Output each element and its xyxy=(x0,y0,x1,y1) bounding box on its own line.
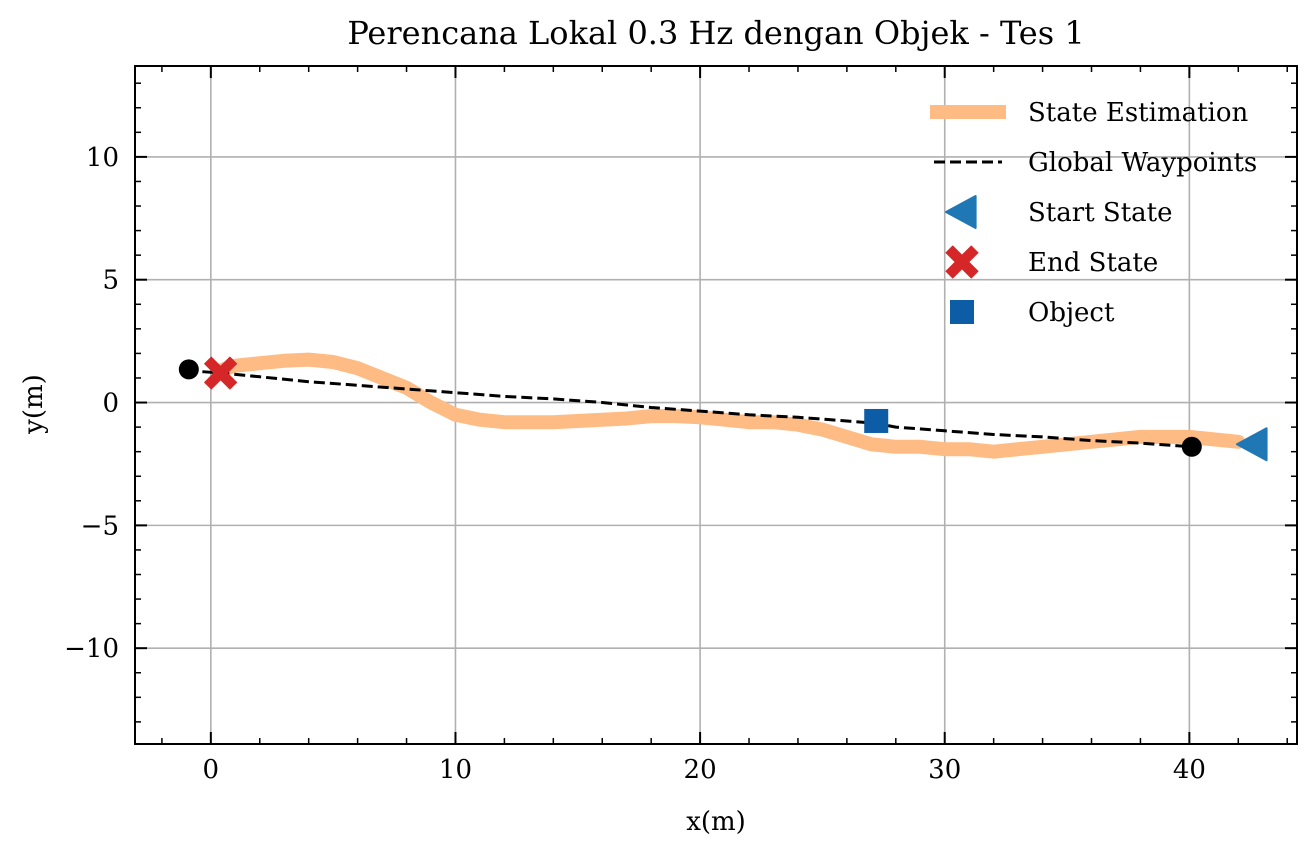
legend-swatch-end-state xyxy=(945,245,979,279)
legend-label-end-state: End State xyxy=(1028,248,1158,278)
legend-swatch-object xyxy=(950,300,974,324)
y-tick-label: 0 xyxy=(102,389,119,419)
tick-labels: 0 10 20 30 40 −10 −5 0 5 10 xyxy=(64,143,1206,785)
waypoint-endpoint-marker xyxy=(1181,436,1202,457)
x-tick-label: 20 xyxy=(684,755,717,785)
series-state-estimation xyxy=(216,352,1246,459)
y-tick-label: −5 xyxy=(81,511,119,541)
x-tick-label: 0 xyxy=(203,755,220,785)
legend-label-object: Object xyxy=(1028,298,1115,328)
y-tick-label: −10 xyxy=(64,634,119,664)
plot-frame xyxy=(134,65,1298,745)
chart-title: Perencana Lokal 0.3 Hz dengan Objek - Te… xyxy=(347,14,1084,52)
y-tick-label: 5 xyxy=(102,266,119,296)
series-global-waypoints xyxy=(186,369,1192,449)
legend-label-global-waypoints: Global Waypoints xyxy=(1028,148,1257,178)
marker-end-state xyxy=(204,356,238,390)
legend-label-state-estimation: State Estimation xyxy=(1028,98,1249,128)
x-tick-label: 10 xyxy=(439,755,472,785)
marker-start-state xyxy=(1235,427,1268,462)
grid xyxy=(135,66,1297,744)
y-tick-label: 10 xyxy=(86,143,119,173)
legend: State Estimation Global Waypoints Start St… xyxy=(930,98,1257,328)
plot-series xyxy=(178,352,1268,462)
marker-object xyxy=(864,408,889,433)
legend-swatch-start-state xyxy=(945,195,977,229)
legend-label-start-state: Start State xyxy=(1028,198,1173,228)
x-axis-title: x(m) xyxy=(686,807,746,837)
y-axis-title: y(m) xyxy=(19,374,49,435)
axis-ticks xyxy=(135,66,1297,744)
waypoint-endpoint-marker xyxy=(178,359,199,380)
x-tick-label: 30 xyxy=(928,755,961,785)
plot-area xyxy=(178,352,1268,462)
x-tick-label: 40 xyxy=(1173,755,1206,785)
